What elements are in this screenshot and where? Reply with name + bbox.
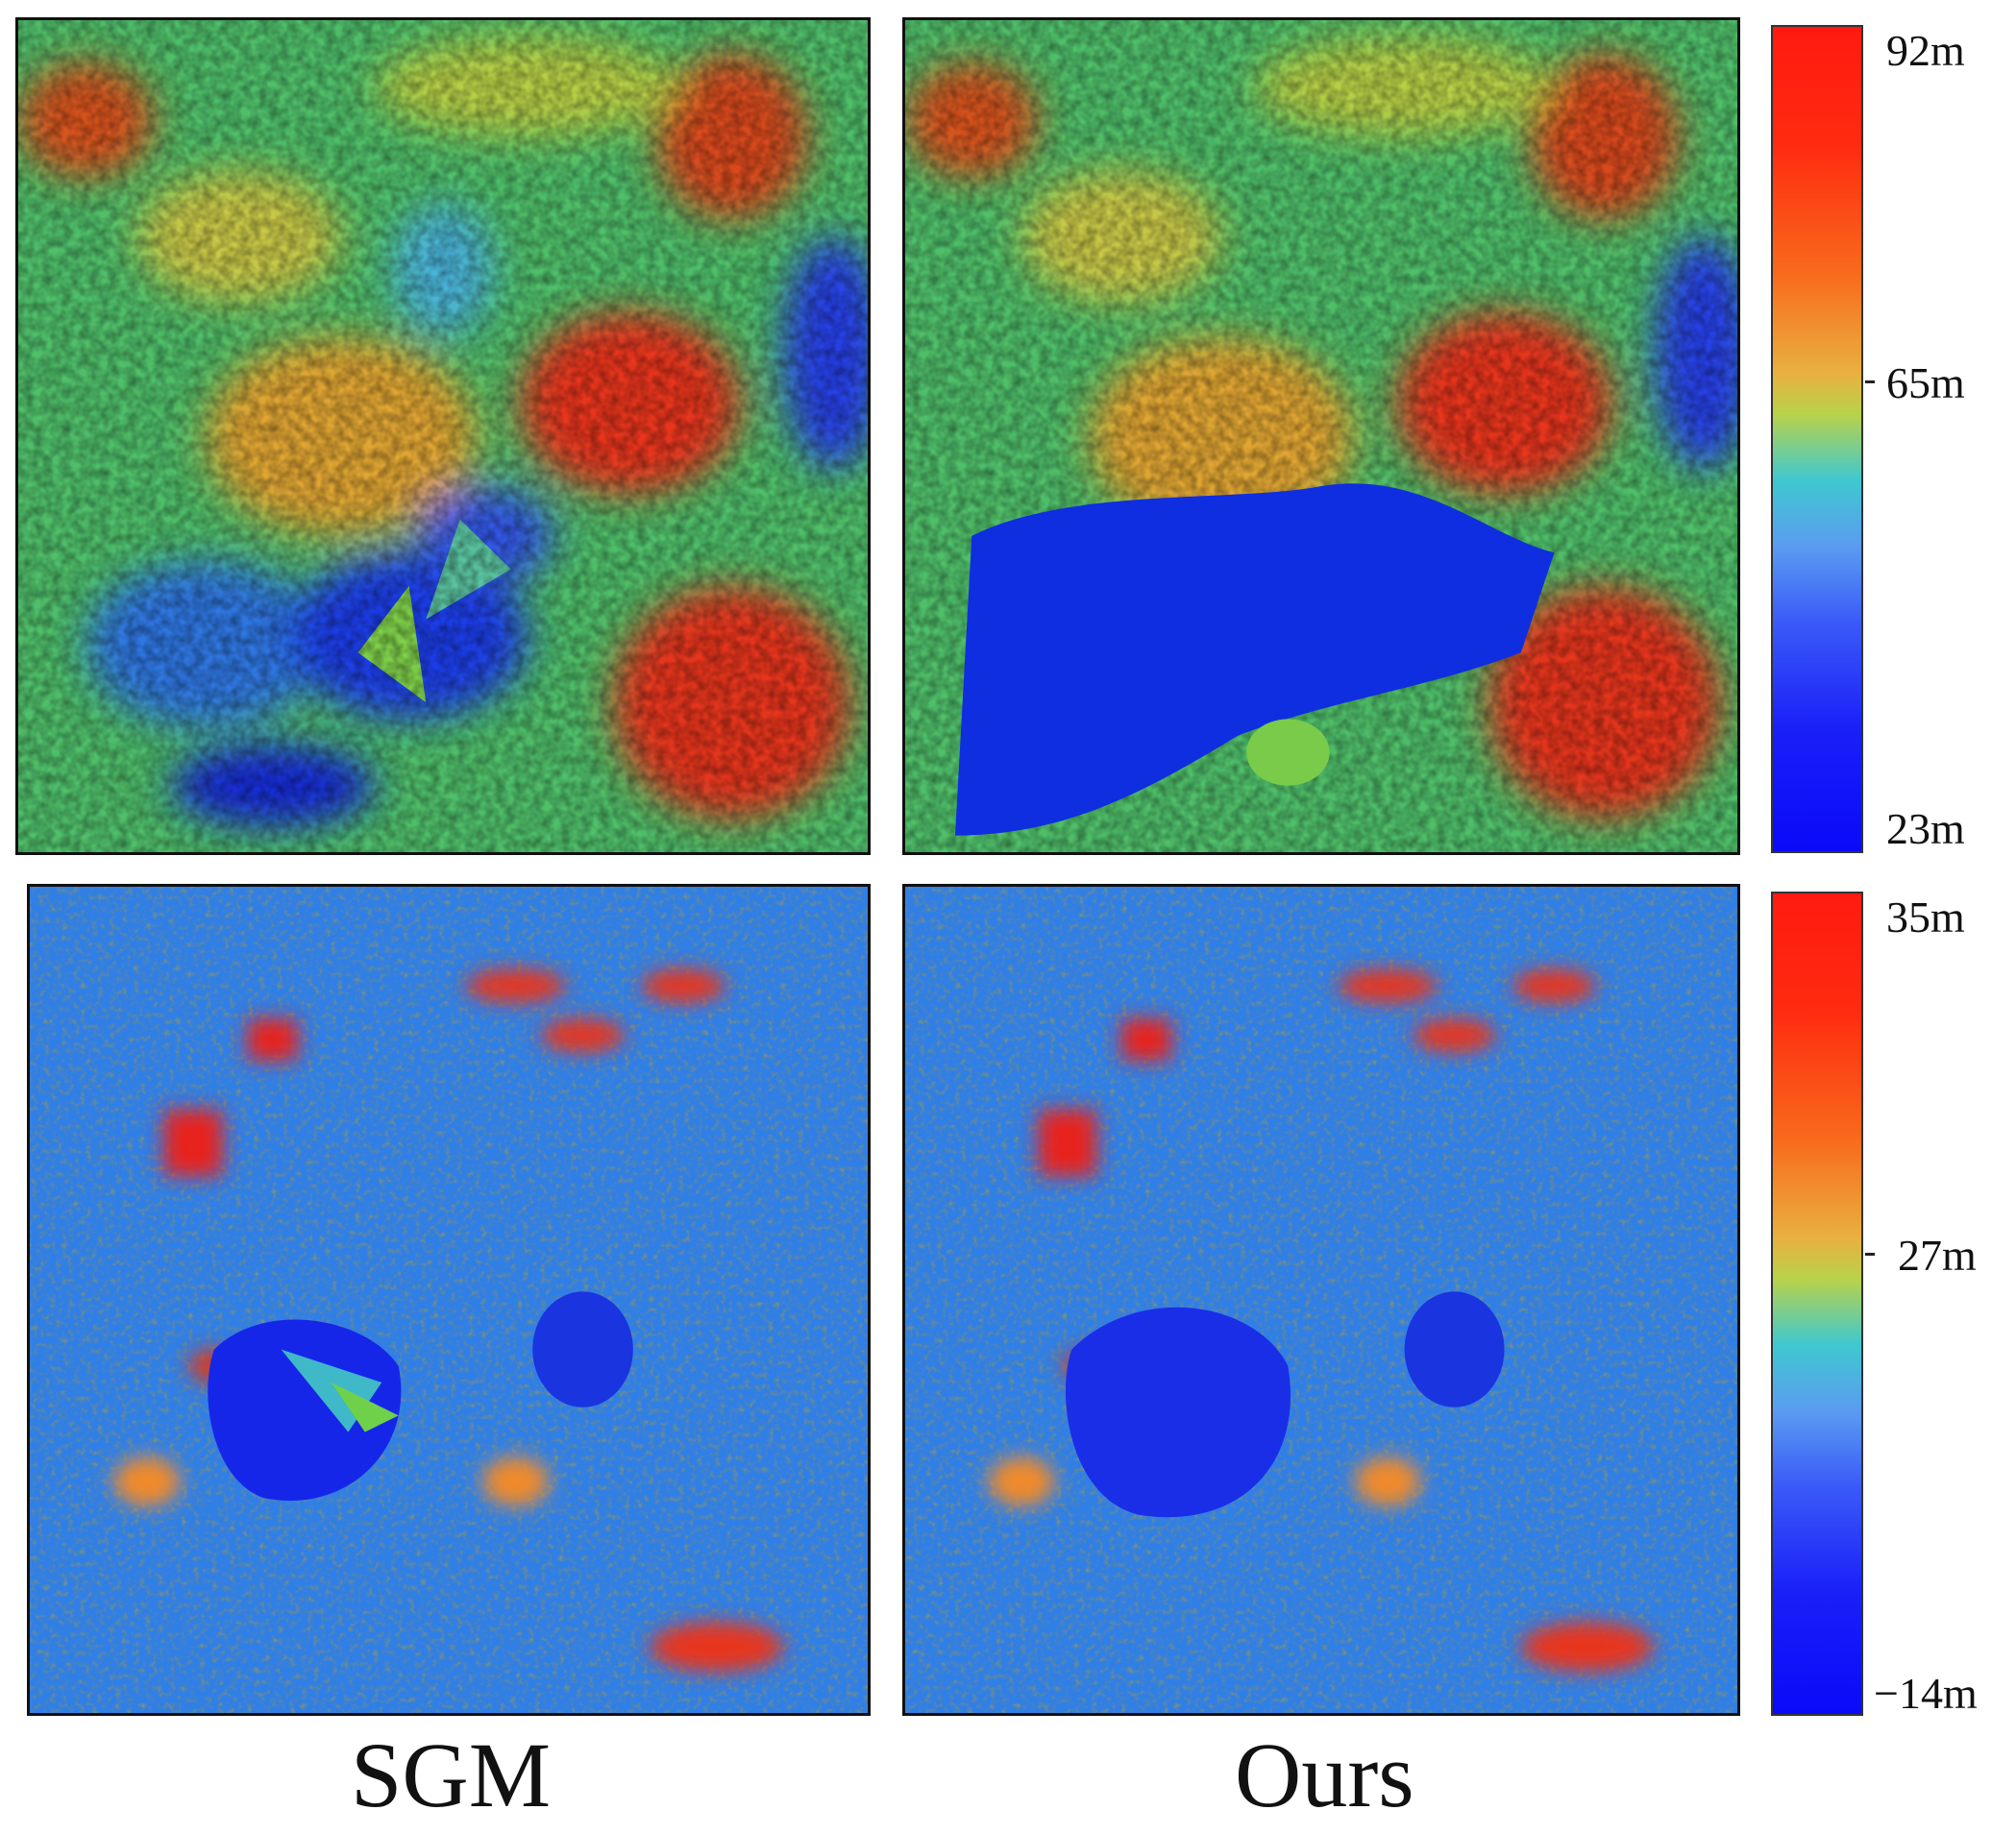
colorbar-top-mid-tick: [1865, 380, 1875, 383]
caption-ours: Ours: [1235, 1724, 1414, 1826]
caption-sgm: SGM: [351, 1724, 552, 1826]
colorbar-bottom-mid-tick: [1865, 1253, 1875, 1256]
colorbar-elevation-top: [1771, 25, 1863, 853]
colorbar-bottom-mid-label: 27m: [1898, 1231, 1977, 1280]
colorbar-elevation-bottom: [1771, 892, 1863, 1716]
height-map-sgm-bottom: [27, 884, 871, 1716]
height-map-sgm-top: [15, 17, 871, 855]
colorbar-bottom-max-label: 35m: [1886, 893, 1965, 942]
colorbar-top-mid-label: 65m: [1886, 358, 1965, 407]
height-map-ours-top: [902, 17, 1740, 855]
height-map-ours-bottom: [902, 884, 1740, 1716]
colorbar-bottom-min-label: −14m: [1874, 1669, 1978, 1718]
colorbar-top-max-label: 92m: [1886, 26, 1965, 75]
colorbar-top-min-label: 23m: [1886, 804, 1965, 853]
